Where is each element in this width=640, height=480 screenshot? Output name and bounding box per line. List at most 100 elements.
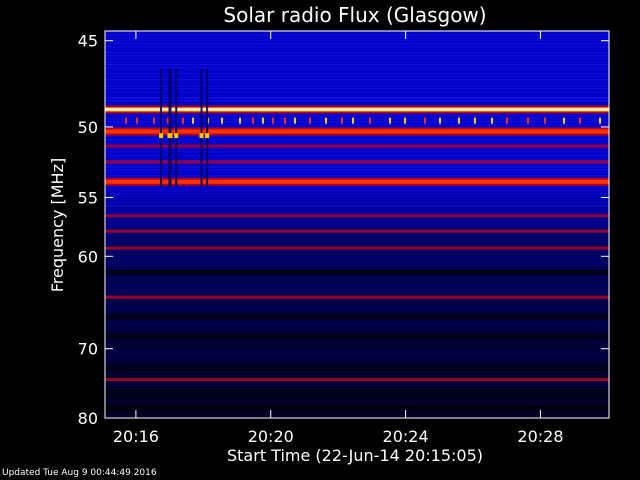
channel-stripe: [105, 310, 609, 312]
y-tick-label: 45: [78, 32, 98, 51]
burst-dot: [352, 117, 354, 124]
channel-stripe: [105, 355, 609, 357]
channel-stripe: [105, 154, 609, 156]
channel-stripe: [105, 253, 609, 255]
channel-stripe: [105, 358, 609, 360]
band-layer: [105, 31, 609, 417]
channel-stripe: [105, 232, 609, 234]
channel-stripe: [105, 40, 609, 42]
burst-dot: [369, 117, 371, 124]
channel-stripe: [105, 70, 609, 72]
channel-stripe: [105, 151, 609, 153]
burst-dot: [325, 117, 327, 124]
burst-dot: [506, 117, 508, 124]
channel-stripe: [105, 292, 609, 294]
y-axis-label: Frequency [MHz]: [48, 158, 67, 292]
channel-stripe: [105, 211, 609, 213]
y-tick-label: 70: [78, 340, 98, 359]
channel-stripe: [105, 79, 609, 81]
burst-dot: [527, 117, 529, 124]
channel-stripe: [105, 238, 609, 240]
dark-band: [105, 333, 609, 340]
burst-dot: [579, 117, 581, 124]
channel-stripe: [105, 67, 609, 69]
channel-stripe: [105, 121, 609, 123]
burst-dot: [252, 117, 254, 124]
burst-highlight: [159, 133, 164, 139]
channel-stripe: [105, 313, 609, 315]
channel-stripe: [105, 328, 609, 330]
channel-stripe: [105, 286, 609, 288]
channel-stripe: [105, 304, 609, 306]
burst-column: [175, 68, 178, 188]
dark-band: [105, 389, 609, 396]
channel-stripe: [105, 208, 609, 210]
burst-highlight: [167, 133, 173, 139]
channel-stripe: [105, 166, 609, 168]
channel-stripe: [105, 250, 609, 252]
y-tick-label: 60: [78, 247, 98, 266]
burst-column: [168, 68, 172, 188]
bright-band-core: [105, 129, 609, 134]
burst-dot: [125, 117, 127, 124]
burst-dot: [563, 117, 565, 124]
channel-stripe: [105, 256, 609, 258]
channel-stripe: [105, 322, 609, 324]
channel-stripe: [105, 196, 609, 198]
burst-dot: [239, 117, 241, 124]
burst-dot: [424, 117, 426, 124]
channel-stripe: [105, 100, 609, 102]
channel-stripe: [105, 289, 609, 291]
channel-stripe: [105, 301, 609, 303]
channel-stripe: [105, 340, 609, 342]
channel-stripe: [105, 217, 609, 219]
dark-band: [105, 269, 609, 276]
moderate-band: [105, 229, 609, 233]
burst-dot: [439, 117, 441, 124]
channel-stripe: [105, 415, 609, 417]
plot-area: [105, 31, 609, 418]
x-tick-label: 20:28: [517, 427, 563, 446]
burst-highlight: [205, 133, 210, 139]
channel-stripe: [105, 94, 609, 96]
x-tick-label: 20:24: [383, 427, 429, 446]
moderate-band: [105, 214, 609, 218]
channel-stripe: [105, 43, 609, 45]
channel-stripe: [105, 73, 609, 75]
channel-stripe: [105, 55, 609, 57]
burst-dot: [599, 117, 601, 124]
channel-stripe: [105, 34, 609, 36]
burst-highlight: [199, 133, 204, 139]
x-tick-label: 20:16: [113, 427, 159, 446]
channel-stripe: [105, 352, 609, 354]
channel-stripe: [105, 244, 609, 246]
burst-dot: [136, 117, 138, 124]
channel-stripe: [105, 136, 609, 138]
channel-stripe: [105, 346, 609, 348]
axes: 45 50 55 60 70 80 20:16 20:20 20:24 20:28: [78, 30, 610, 446]
channel-stripe: [105, 148, 609, 150]
channel-stripe: [105, 331, 609, 333]
channel-stripe: [105, 403, 609, 405]
channel-stripe: [105, 373, 609, 375]
bright-band-peak: [105, 108, 609, 111]
channel-stripe: [105, 268, 609, 270]
channel-stripe: [105, 277, 609, 279]
burst-dot: [544, 117, 546, 124]
channel-stripe: [105, 49, 609, 51]
channel-stripe: [105, 91, 609, 93]
burst-column: [206, 68, 209, 188]
channel-stripe: [105, 202, 609, 204]
channel-stripe: [105, 259, 609, 261]
channel-stripe: [105, 115, 609, 117]
channel-stripe: [105, 97, 609, 99]
burst-dot: [389, 117, 391, 124]
dark-band: [105, 313, 609, 320]
burst-column: [160, 68, 163, 188]
channel-stripe: [105, 307, 609, 309]
channel-stripe: [105, 172, 609, 174]
channel-stripe: [105, 280, 609, 282]
channel-stripe: [105, 187, 609, 189]
channel-stripe: [105, 226, 609, 228]
channel-stripe: [105, 376, 609, 378]
